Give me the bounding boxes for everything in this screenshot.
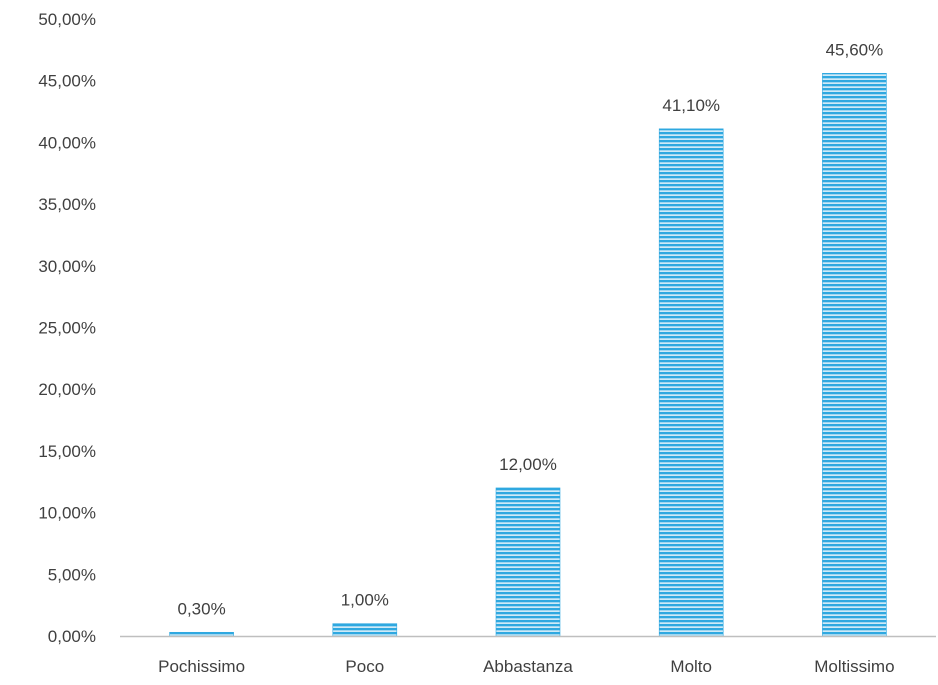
data-label: 0,30% bbox=[177, 599, 225, 618]
x-tick-label: Moltissimo bbox=[814, 657, 894, 676]
y-tick-label: 0,00% bbox=[48, 627, 96, 646]
y-tick-label: 25,00% bbox=[38, 319, 96, 338]
bar-molto bbox=[658, 128, 724, 637]
y-tick-label: 50,00% bbox=[38, 10, 96, 29]
bar-pochissimo bbox=[169, 631, 234, 637]
y-tick-label: 30,00% bbox=[38, 257, 96, 276]
y-tick-label: 40,00% bbox=[38, 133, 96, 152]
data-label: 1,00% bbox=[341, 591, 389, 610]
y-tick-label: 10,00% bbox=[38, 504, 96, 523]
y-tick-label: 5,00% bbox=[48, 565, 96, 584]
data-label: 45,60% bbox=[826, 40, 884, 59]
bar-poco bbox=[332, 623, 398, 637]
y-tick-label: 45,00% bbox=[38, 72, 96, 91]
y-tick-label: 35,00% bbox=[38, 195, 96, 214]
x-tick-label: Molto bbox=[670, 657, 712, 676]
x-tick-label: Pochissimo bbox=[158, 657, 245, 676]
bar-abbastanza bbox=[495, 487, 561, 637]
data-label: 12,00% bbox=[499, 455, 557, 474]
x-tick-label: Poco bbox=[345, 657, 384, 676]
data-label: 41,10% bbox=[662, 96, 720, 115]
data-labels: 0,30% 1,00% 12,00% 41,10% 45,60% bbox=[177, 40, 883, 618]
y-tick-label: 15,00% bbox=[38, 442, 96, 461]
y-axis-tick-labels: 0,00% 5,00% 10,00% 15,00% 20,00% 25,00% 30,00%… bbox=[38, 10, 96, 646]
y-tick-label: 20,00% bbox=[38, 380, 96, 399]
x-axis-category-labels: Pochissimo Poco Abbastanza Molto Moltissimo bbox=[158, 657, 894, 676]
bars bbox=[169, 72, 887, 637]
bar-moltissimo bbox=[822, 72, 887, 637]
x-tick-label: Abbastanza bbox=[483, 657, 573, 676]
